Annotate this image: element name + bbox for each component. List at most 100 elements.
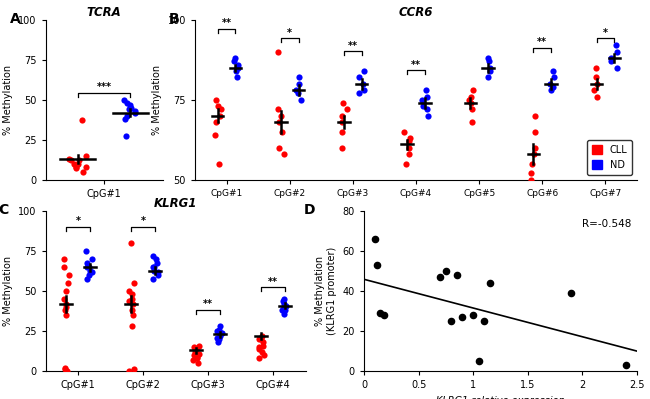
Point — [446, 318, 456, 324]
Text: B: B — [168, 12, 179, 26]
Point — [212, 328, 222, 334]
Point — [61, 288, 72, 294]
Point — [189, 344, 200, 350]
Point — [82, 275, 92, 282]
Point — [296, 97, 307, 103]
Point — [254, 344, 264, 350]
Point — [129, 108, 140, 114]
Point — [254, 355, 265, 361]
Point — [216, 330, 227, 336]
Text: *: * — [140, 216, 146, 226]
Point — [232, 65, 242, 71]
Point — [122, 100, 133, 106]
Point — [124, 368, 134, 374]
Text: *: * — [603, 28, 608, 38]
Point — [291, 87, 302, 93]
Point — [148, 253, 158, 259]
Point — [212, 334, 222, 341]
Point — [192, 355, 203, 361]
Point — [193, 360, 203, 366]
Point — [358, 81, 368, 87]
Point — [545, 87, 556, 93]
Point — [419, 103, 429, 109]
Text: D: D — [304, 203, 315, 217]
Point — [405, 135, 415, 141]
Point — [210, 132, 220, 138]
Point — [257, 333, 267, 339]
Point — [82, 264, 92, 271]
Point — [548, 84, 558, 90]
Y-axis label: % Methylation: % Methylation — [152, 65, 162, 135]
Point — [273, 49, 283, 55]
Point — [60, 312, 71, 318]
Point — [372, 262, 382, 269]
Point — [192, 354, 202, 360]
Point — [213, 103, 223, 109]
Point — [58, 264, 69, 271]
Text: *: * — [287, 28, 292, 38]
Point — [211, 97, 221, 103]
Point — [337, 119, 348, 125]
Point — [77, 117, 87, 124]
Point — [591, 74, 601, 81]
Point — [127, 312, 138, 318]
Point — [58, 296, 69, 302]
Point — [528, 151, 539, 157]
Point — [153, 272, 163, 279]
Point — [457, 314, 467, 320]
Point — [83, 272, 94, 279]
Point — [612, 49, 622, 55]
Point — [482, 74, 493, 81]
Point — [337, 144, 348, 151]
Point — [190, 349, 201, 355]
Point — [64, 272, 75, 279]
Point — [81, 152, 91, 159]
Point — [276, 128, 287, 135]
Point — [621, 362, 631, 368]
Point — [530, 144, 540, 151]
Point — [215, 333, 226, 339]
Point — [85, 267, 96, 274]
Point — [60, 366, 70, 373]
Point — [422, 106, 433, 113]
Text: **: ** — [203, 299, 213, 309]
Point — [526, 170, 536, 176]
Text: ***: *** — [96, 82, 112, 92]
Point — [232, 74, 242, 81]
Point — [122, 113, 132, 119]
Point — [229, 58, 240, 65]
Point — [119, 97, 129, 103]
Point — [611, 65, 621, 71]
Point — [280, 307, 290, 314]
Text: A: A — [10, 12, 21, 26]
Text: **: ** — [538, 38, 547, 47]
Text: **: ** — [411, 60, 421, 70]
Point — [66, 157, 77, 164]
Text: **: ** — [268, 277, 278, 287]
Point — [215, 106, 226, 113]
Point — [62, 280, 73, 286]
Point — [525, 176, 536, 183]
Point — [375, 310, 385, 316]
Point — [60, 365, 70, 371]
Point — [73, 160, 83, 167]
Point — [590, 65, 601, 71]
Point — [452, 272, 462, 279]
Point — [58, 256, 69, 263]
Point — [337, 113, 347, 119]
Point — [60, 304, 71, 310]
Point — [611, 42, 621, 49]
Point — [273, 106, 283, 113]
Point — [417, 97, 427, 103]
Point — [124, 288, 134, 294]
Point — [120, 116, 130, 122]
Point — [276, 113, 286, 119]
Point — [464, 97, 474, 103]
Text: R=-0.548: R=-0.548 — [582, 219, 632, 229]
Point — [257, 342, 268, 349]
Point — [127, 296, 137, 302]
Point — [231, 68, 241, 74]
Point — [86, 269, 97, 275]
Point — [465, 93, 476, 100]
Point — [484, 58, 495, 65]
